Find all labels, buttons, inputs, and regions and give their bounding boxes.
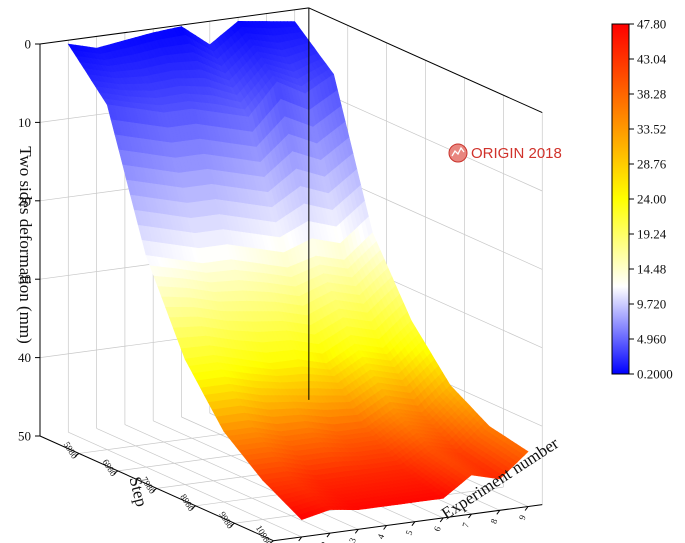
- colorbar-tick-label: 38.28: [637, 87, 666, 102]
- experiment-tick-label: 3: [347, 536, 358, 543]
- grid-line: [308, 85, 543, 192]
- experiment-tick-label: 6: [432, 525, 443, 533]
- colorbar: 47.80 43.04 38.28 33.52 28.76 24.00 19.24 14.48…: [611, 17, 673, 382]
- experiment-tick-label: 4: [375, 532, 386, 540]
- step-tick-label: 5980: [62, 440, 80, 461]
- experiment-tick-label: 8: [489, 517, 500, 525]
- colorbar-tick-label: 24.00: [637, 192, 666, 207]
- origin-watermark-text: ORIGIN 2018: [471, 145, 562, 162]
- experiment-tick-label: 9: [517, 513, 528, 521]
- colorbar-tick-label: 47.80: [637, 17, 666, 32]
- step-tick-label: 8980: [178, 492, 196, 513]
- colorbar-tick-label: 14.48: [637, 262, 666, 277]
- experiment-axis-ticks: 123456789: [298, 506, 529, 543]
- colorbar-tick-label: 33.52: [637, 122, 666, 137]
- colorbar-tick-label: 43.04: [637, 52, 667, 67]
- z-tick-label: 40: [18, 350, 31, 365]
- colorbar-gradient: [611, 23, 630, 375]
- colorbar-tick-label: 19.24: [637, 227, 667, 242]
- z-axis-title: Two sides deformation (mm): [16, 146, 35, 344]
- colorbar-tick-label: 4.960: [637, 332, 666, 347]
- z-tick-label: 10: [18, 115, 31, 130]
- z-tick-label: 50: [18, 429, 31, 444]
- step-tick-label: 10980: [254, 523, 275, 543]
- step-tick-label: 6980: [101, 457, 119, 478]
- colorbar-tick-label: 9.720: [637, 297, 666, 312]
- experiment-tick-label: 7: [460, 521, 471, 529]
- surface-mesh: [67, 20, 529, 521]
- step-tick-label: 9980: [217, 510, 235, 531]
- experiment-tick-label: 5: [404, 528, 415, 536]
- colorbar-tick-label: 0.2000: [637, 367, 673, 382]
- z-tick-label: 0: [25, 37, 32, 52]
- colorbar-tick-label: 28.76: [637, 157, 667, 172]
